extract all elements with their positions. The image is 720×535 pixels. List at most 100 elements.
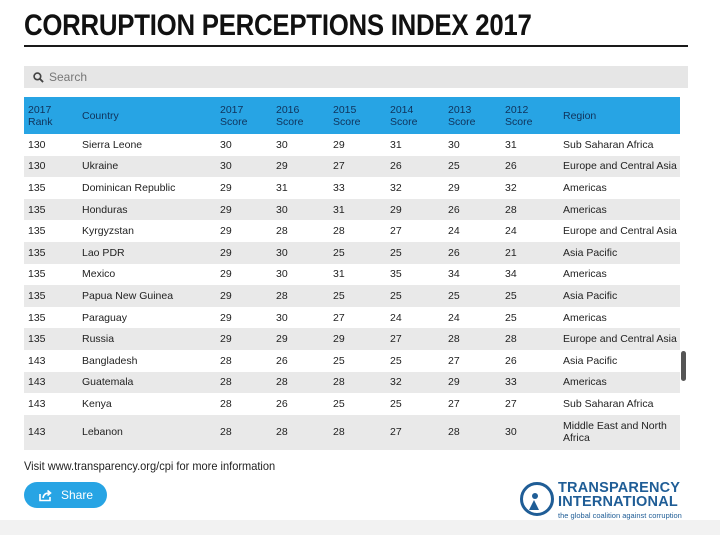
table-cell: Russia [78,328,216,350]
table-row[interactable]: 135 Paraguay 29 30 27 24 24 25 Americas [24,307,680,329]
column-header-line: 2016 [276,103,300,116]
table-cell: 28 [216,414,272,450]
table-cell: 30 [216,155,272,178]
table-row[interactable]: 143 Kenya 28 26 25 25 27 27 Sub Saharan Africa [24,393,680,415]
table-row[interactable]: 135 Honduras 29 30 31 29 26 28 Americas [24,198,680,221]
more-info-note: Visit www.transparency.org/cpi for more … [24,459,276,473]
table-cell: Asia Pacific [559,285,680,307]
table-cell: 30 [220,138,232,151]
table-cell: 27 [448,397,460,410]
transparency-international-logo: TRANSPARENCY INTERNATIONAL the global co… [520,480,690,522]
table-cell: 25 [444,155,501,178]
table-cell: 143 [28,354,46,367]
table-cell: Americas [559,198,680,221]
table-cell: 26 [505,354,517,367]
table-cell: 32 [386,371,444,394]
table-cell: 25 [329,241,386,264]
table-row[interactable]: 143 Guatemala 28 28 28 32 29 33 Americas [24,371,680,394]
table-cell: 31 [276,181,288,194]
table-cell: 29 [272,328,329,350]
table-cell: 27 [329,155,386,178]
column-header[interactable]: Country [78,97,216,134]
column-header-line: Score [505,115,533,128]
scrollbar-thumb[interactable] [681,351,686,381]
table-row[interactable]: 135 Mexico 29 30 31 35 34 34 Americas [24,264,680,286]
column-header[interactable]: 2017 Score [216,97,272,134]
table-cell: 28 [501,328,559,350]
table-cell: 31 [390,138,402,151]
table-cell: 27 [386,328,444,350]
table-row[interactable]: 143 Bangladesh 28 26 25 25 27 26 Asia Pacific [24,350,680,372]
column-header-line: 2015 [333,103,357,116]
table-cell: 28 [272,414,329,450]
table-cell: 28 [220,354,232,367]
column-header[interactable]: 2015 Score [329,97,386,134]
table-cell: 143 [24,371,78,394]
table-row[interactable]: 135 Kyrgyzstan 29 28 28 27 24 24 Europe and Cent… [24,220,680,242]
table-cell: 25 [505,311,517,324]
table-cell: Kyrgyzstan [82,225,134,238]
column-header[interactable]: Region [559,97,680,134]
column-header-line: 2014 [390,103,414,116]
ti-globe-icon [520,482,554,516]
table-cell: 24 [448,311,460,324]
table-row[interactable]: 135 Papua New Guinea 29 28 25 25 25 25 Asia Paci… [24,285,680,307]
column-header[interactable]: 2012 Score [501,97,559,134]
column-header[interactable]: 2013 Score [444,97,501,134]
table-cell: 24 [448,225,460,238]
table-row[interactable]: 130 Ukraine 30 29 27 26 25 26 Europe and Central… [24,155,680,178]
table-cell: 29 [216,285,272,307]
table-cell: Lao PDR [78,241,216,264]
table-cell: 143 [24,414,78,450]
column-header-line: Score [448,115,476,128]
table-row[interactable]: 130 Sierra Leone 30 30 29 31 30 31 Sub Saharan A… [24,134,680,156]
table-cell: 28 [444,328,501,350]
table-cell: 32 [505,181,517,194]
table-cell: 29 [220,268,232,281]
table-row[interactable]: 143 Lebanon 28 28 28 27 28 30 Middle East and No… [24,414,680,450]
table-cell: 26 [444,198,501,221]
column-header-line: Region [563,109,597,122]
table-cell: Americas [563,268,607,281]
table-cell: 26 [501,155,559,178]
table-cell: 31 [333,268,345,281]
table-cell: Sub Saharan Africa [563,138,654,151]
column-header[interactable]: 2014 Score [386,97,444,134]
share-button[interactable]: Share [24,482,107,508]
table-cell: 28 [276,225,288,238]
table-cell: 31 [329,198,386,221]
table-cell: 135 [28,181,46,194]
column-header-line: Score [276,115,304,128]
column-header[interactable]: 2017 Rank [24,97,78,134]
table-cell: Bangladesh [82,354,138,367]
table-cell: Honduras [78,198,216,221]
table-cell: Americas [563,181,607,194]
search-input[interactable] [49,70,649,84]
table-cell: 27 [333,311,345,324]
table-cell: 30 [448,138,460,151]
search-icon [33,71,44,83]
search-bar[interactable] [24,66,688,88]
table-cell: 25 [329,285,386,307]
cpi-table-container[interactable]: 2017 Rank Country 2017 Score 2016 Score 2015 Sco… [24,97,680,450]
table-cell: 29 [272,155,329,178]
table-cell: 143 [28,397,46,410]
table-cell: 29 [444,371,501,394]
table-row[interactable]: 135 Lao PDR 29 30 25 25 26 21 Asia Pacific [24,241,680,264]
table-cell: 29 [220,225,232,238]
table-cell: 25 [390,397,402,410]
table-cell: 130 [24,155,78,178]
table-header-row: 2017 Rank Country 2017 Score 2016 Score 2015 Sco… [24,97,680,134]
table-cell: 34 [505,268,517,281]
table-row[interactable]: 135 Russia 29 29 29 27 28 28 Europe and Central … [24,328,680,350]
table-cell: 29 [386,198,444,221]
column-header[interactable]: 2016 Score [272,97,329,134]
table-cell: 135 [24,328,78,350]
column-header-line: Score [333,115,361,128]
table-cell: 29 [329,328,386,350]
table-row[interactable]: 135 Dominican Republic 29 31 33 32 29 32 America… [24,177,680,199]
table-cell: 26 [386,155,444,178]
table-cell: 30 [276,138,288,151]
column-header-line: Score [220,115,248,128]
table-cell: 25 [501,285,559,307]
